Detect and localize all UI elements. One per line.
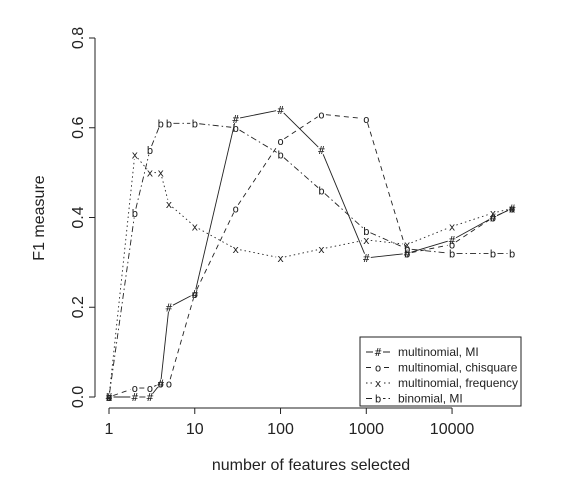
data-point-marker: x	[509, 203, 516, 216]
y-axis-title: F1 measure	[31, 175, 48, 260]
data-point-marker: b	[490, 247, 497, 260]
legend-label: multinomial, MI	[398, 345, 479, 359]
y-tick-label: 0.2	[70, 296, 87, 318]
data-point-marker: o	[232, 203, 239, 216]
data-point-marker: o	[363, 113, 370, 126]
legend-entry: # multinomial, MI	[366, 345, 479, 359]
data-point-marker: o	[318, 108, 325, 121]
data-point-marker: #	[277, 104, 284, 117]
data-point-marker: #	[363, 252, 370, 265]
data-point-marker: x	[490, 207, 497, 220]
data-point-marker: b	[318, 185, 325, 198]
data-point-marker: b	[157, 117, 164, 130]
data-point-marker: #	[318, 144, 325, 157]
legend-label: binomial, MI	[398, 392, 463, 406]
data-point-marker: o	[132, 382, 139, 395]
y-tick-label: 0.6	[70, 117, 87, 139]
data-point-marker: b	[509, 247, 516, 260]
data-point-marker: x	[147, 167, 154, 180]
data-point-marker: b	[232, 122, 239, 135]
data-point-marker: #	[166, 301, 173, 314]
data-point-marker: x	[449, 220, 456, 233]
data-point-marker: x	[277, 252, 284, 265]
y-tick-label: 0.4	[70, 206, 87, 228]
data-point-marker: b	[404, 243, 411, 256]
legend: # multinomial, MI o multinomial, chisquare x…	[360, 337, 521, 406]
data-point-marker: o	[191, 288, 198, 301]
y-tick-label: 0.0	[70, 386, 87, 408]
legend-marker: b	[375, 393, 382, 406]
data-point-marker: o	[147, 382, 154, 395]
legend-entry: b binomial, MI	[366, 392, 463, 406]
data-point-marker: b	[191, 117, 198, 130]
data-point-marker: b	[106, 391, 113, 404]
data-point-marker: b	[363, 225, 370, 238]
data-point-marker: x	[166, 198, 173, 211]
y-tick-label: 0.8	[70, 27, 87, 49]
legend-marker: o	[375, 362, 382, 375]
data-point-marker: x	[157, 167, 164, 180]
legend-label: multinomial, frequency	[398, 376, 518, 390]
x-tick-label: 10	[186, 421, 204, 438]
legend-label: multinomial, chisquare	[398, 361, 518, 375]
data-point-marker: b	[132, 207, 139, 220]
data-point-marker: o	[277, 135, 284, 148]
data-point-marker: b	[277, 149, 284, 162]
data-point-marker: b	[147, 144, 154, 157]
data-point-marker: b	[449, 247, 456, 260]
legend-marker: #	[375, 346, 382, 359]
x-tick-label: 1	[105, 421, 114, 438]
data-point-marker: o	[166, 378, 173, 391]
data-point-marker: x	[318, 243, 325, 256]
data-point-marker: o	[157, 378, 164, 391]
x-tick-label: 10000	[430, 421, 475, 438]
data-point-marker: x	[232, 243, 239, 256]
data-point-marker: x	[191, 220, 198, 233]
x-tick-label: 1000	[348, 421, 384, 438]
x-axis-title: number of features selected	[212, 457, 410, 474]
legend-marker: x	[375, 377, 382, 390]
x-tick-label: 100	[267, 421, 294, 438]
data-point-marker: x	[132, 149, 139, 162]
data-point-marker: b	[166, 117, 173, 130]
